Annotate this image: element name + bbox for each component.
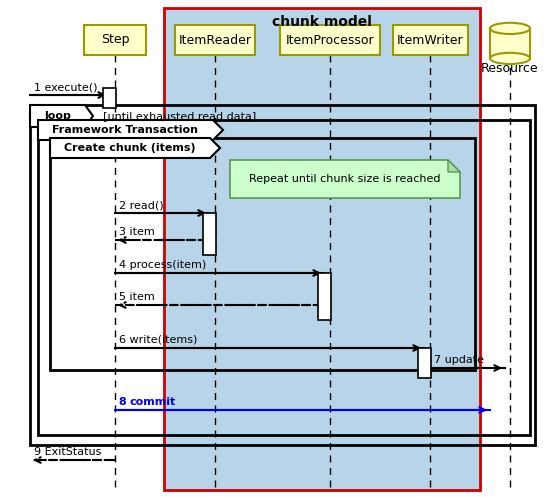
Ellipse shape	[490, 53, 530, 64]
Text: Framework Transaction: Framework Transaction	[53, 125, 199, 135]
Text: loop: loop	[44, 111, 71, 121]
Bar	[50, 138, 475, 370]
Text: chunk model: chunk model	[272, 15, 372, 29]
Text: 7 update: 7 update	[434, 355, 484, 365]
Text: ItemWriter: ItemWriter	[397, 33, 463, 47]
Bar	[164, 8, 480, 490]
Text: 9 ExitStatus: 9 ExitStatus	[34, 447, 101, 457]
Text: 4 process(item): 4 process(item)	[119, 260, 206, 270]
Text: ItemReader: ItemReader	[178, 33, 252, 47]
Bar	[393, 25, 468, 55]
Bar	[175, 25, 255, 55]
Polygon shape	[50, 138, 220, 158]
Text: 1 execute(): 1 execute()	[34, 82, 97, 92]
Polygon shape	[230, 160, 460, 198]
Text: Repeat until chunk size is reached: Repeat until chunk size is reached	[249, 174, 441, 184]
Bar	[202, 213, 216, 255]
Polygon shape	[448, 160, 460, 172]
Polygon shape	[38, 120, 223, 140]
Bar	[317, 273, 330, 320]
Text: commit: commit	[129, 397, 175, 407]
Bar	[102, 88, 115, 108]
Text: Resource: Resource	[481, 63, 539, 76]
Text: 3 item: 3 item	[119, 227, 155, 237]
Polygon shape	[30, 105, 93, 127]
Text: 2 read(): 2 read()	[119, 200, 164, 210]
Bar	[30, 105, 535, 445]
Bar	[417, 348, 430, 378]
Text: [until exhausted read data]: [until exhausted read data]	[103, 111, 256, 121]
Text: 5 item: 5 item	[119, 292, 155, 302]
Bar	[84, 25, 146, 55]
Text: ItemProcessor: ItemProcessor	[286, 33, 374, 47]
Bar	[490, 28, 530, 59]
Ellipse shape	[490, 23, 530, 34]
Text: Step: Step	[101, 33, 129, 47]
Text: 6 write(items): 6 write(items)	[119, 335, 197, 345]
Text: 8: 8	[119, 397, 131, 407]
Text: Create chunk (items): Create chunk (items)	[64, 143, 196, 153]
Bar	[38, 120, 530, 435]
Bar	[280, 25, 380, 55]
